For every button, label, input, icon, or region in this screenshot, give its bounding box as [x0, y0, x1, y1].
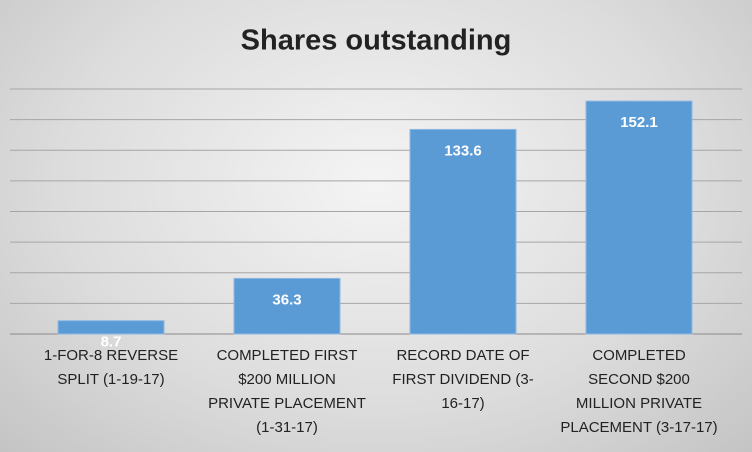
data-label: 8.7	[101, 334, 122, 351]
bar	[585, 100, 693, 335]
data-label: 36.3	[272, 291, 301, 308]
bar	[233, 277, 341, 335]
bar	[409, 128, 517, 335]
x-tick-label: RECORD DATE OF FIRST DIVIDEND (3-16-17)	[392, 347, 534, 412]
x-tick-label: COMPLETED SECOND $200 MILLION PRIVATE PL…	[560, 347, 718, 436]
data-label: 133.6	[444, 142, 482, 159]
data-label: 152.1	[620, 114, 658, 131]
bar	[57, 320, 165, 335]
x-tick-label: 1-FOR-8 REVERSE SPLIT (1-19-17)	[43, 347, 179, 388]
x-tick-label: COMPLETED FIRST $200 MILLION PRIVATE PLA…	[208, 347, 366, 436]
chart-title: Shares outstanding	[241, 25, 512, 57]
